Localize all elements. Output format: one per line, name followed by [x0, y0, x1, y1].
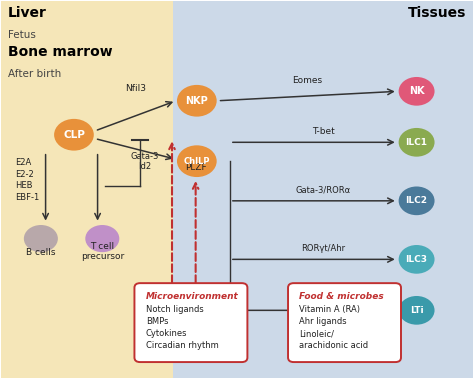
Text: RORγt/Ahr: RORγt/Ahr [301, 244, 346, 253]
Text: RORγt/Ahr: RORγt/Ahr [301, 295, 346, 304]
Circle shape [177, 85, 217, 117]
Text: Circadian rhythm: Circadian rhythm [146, 341, 219, 350]
Text: NK: NK [409, 86, 424, 96]
Text: CLP: CLP [63, 130, 85, 140]
Text: Cytokines: Cytokines [146, 329, 187, 338]
Text: Eomes: Eomes [292, 75, 322, 85]
Circle shape [54, 119, 94, 150]
Circle shape [399, 77, 435, 106]
Circle shape [399, 296, 435, 325]
Text: LTi: LTi [410, 306, 423, 315]
Text: BMPs: BMPs [146, 317, 168, 326]
Text: Linoleic/: Linoleic/ [300, 329, 334, 338]
Text: Gata-3/RORα: Gata-3/RORα [296, 186, 351, 195]
Text: arachidonic acid: arachidonic acid [300, 341, 368, 350]
Bar [173, 1, 474, 378]
Text: After birth: After birth [8, 69, 61, 79]
Text: ChILP: ChILP [183, 157, 210, 166]
FancyBboxPatch shape [288, 283, 401, 362]
Circle shape [177, 145, 217, 177]
Text: T-bet: T-bet [312, 127, 335, 136]
Text: NKP: NKP [185, 96, 208, 106]
Text: Nfil3: Nfil3 [125, 84, 146, 93]
Text: Liver: Liver [8, 6, 46, 20]
Bar [0, 1, 173, 378]
Text: ILC2: ILC2 [406, 196, 428, 205]
Text: Vitamin A (RA): Vitamin A (RA) [300, 305, 360, 314]
Text: Ahr ligands: Ahr ligands [300, 317, 347, 326]
Text: E2A
E2-2
HEB
EBF-1: E2A E2-2 HEB EBF-1 [15, 158, 39, 202]
Circle shape [24, 225, 58, 252]
Text: ILC3: ILC3 [406, 255, 428, 264]
Text: B cells: B cells [26, 249, 55, 257]
Text: Bone marrow: Bone marrow [8, 45, 112, 59]
FancyBboxPatch shape [135, 283, 247, 362]
Circle shape [399, 128, 435, 157]
Circle shape [399, 186, 435, 215]
Text: ILC1: ILC1 [406, 138, 428, 147]
Text: Tissues: Tissues [408, 6, 466, 20]
Circle shape [399, 245, 435, 274]
Text: Notch ligands: Notch ligands [146, 305, 203, 314]
Text: Microenvironment: Microenvironment [146, 292, 238, 301]
Circle shape [85, 225, 119, 252]
Text: Food & microbes: Food & microbes [300, 292, 384, 301]
Text: PLZF: PLZF [185, 163, 206, 172]
Text: Fetus: Fetus [8, 30, 36, 40]
Text: T cell
precursor: T cell precursor [81, 242, 124, 261]
Text: Gata-3
Id2: Gata-3 Id2 [131, 152, 159, 171]
